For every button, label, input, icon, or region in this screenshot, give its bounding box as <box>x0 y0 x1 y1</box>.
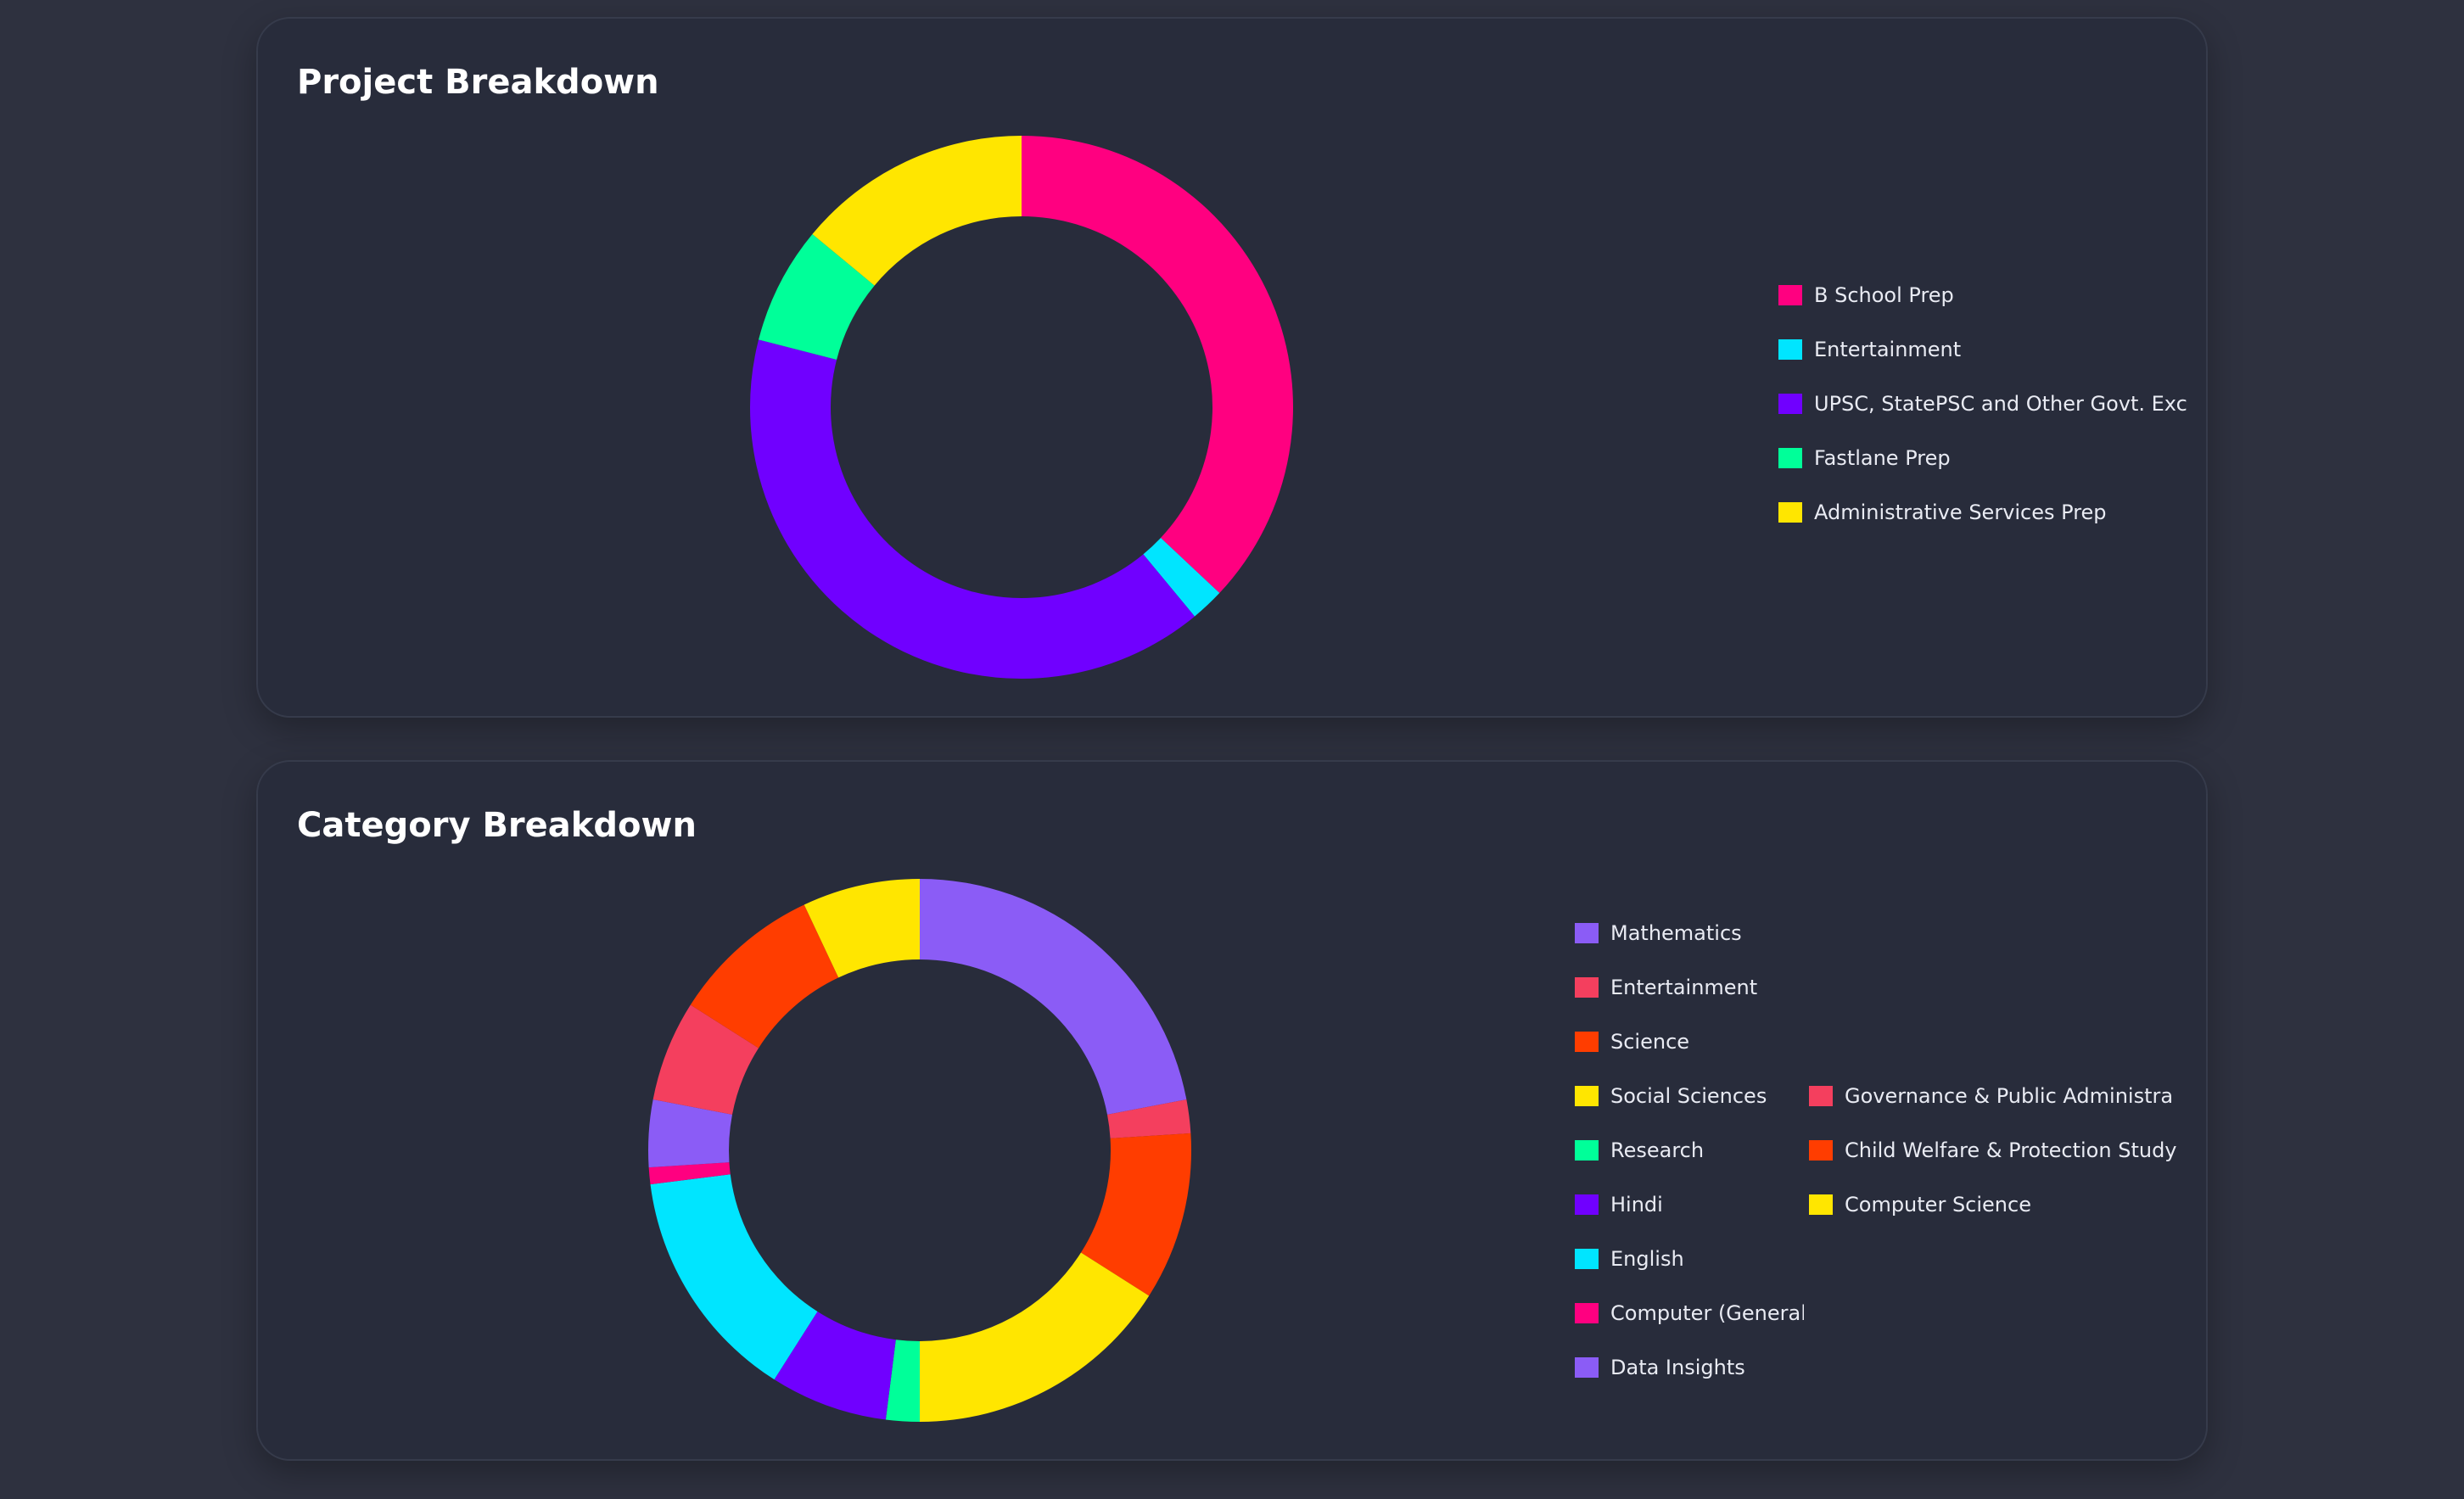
slice-computer-science[interactable] <box>804 879 920 978</box>
chart-title: Project Breakdown <box>297 63 659 102</box>
legend-swatch <box>1575 1140 1599 1161</box>
chart-title: Category Breakdown <box>297 806 697 845</box>
legend-item-data-insights[interactable]: Data Insights <box>1575 1340 1804 1395</box>
legend-swatch <box>1809 1086 1833 1106</box>
legend-item-upsc-statepsc-and-other-govt-exc[interactable]: UPSC, StatePSC and Other Govt. Exc <box>1778 377 2194 431</box>
legend-item-entertainment[interactable]: Entertainment <box>1778 322 2194 377</box>
project-legend: B School Prep Entertainment UPSC, StatePSC… <box>1778 268 2194 540</box>
legend-label: Entertainment <box>1610 976 1758 999</box>
category-legend-col-2: Governance & Public Administra Child Welf… <box>1809 1069 2194 1232</box>
legend-item-computer-general[interactable]: Computer (General) <box>1575 1286 1804 1340</box>
legend-item-fastlane-prep[interactable]: Fastlane Prep <box>1778 431 2194 485</box>
legend-label: Mathematics <box>1610 921 1742 945</box>
slice-research[interactable] <box>885 1340 920 1422</box>
legend-label: Computer (General) <box>1610 1301 1804 1325</box>
legend-swatch <box>1778 339 1802 360</box>
legend-label: B School Prep <box>1814 283 1954 307</box>
legend-swatch <box>1575 1357 1599 1378</box>
legend-item-administrative-services-prep[interactable]: Administrative Services Prep <box>1778 485 2194 540</box>
legend-item-computer-science[interactable]: Computer Science <box>1809 1177 2194 1232</box>
slice-english[interactable] <box>650 1174 818 1380</box>
category-donut-chart <box>648 879 1191 1422</box>
legend-item-governance-public-administra[interactable]: Governance & Public Administra <box>1809 1069 2194 1123</box>
legend-label: Entertainment <box>1814 338 1962 361</box>
legend-swatch <box>1575 923 1599 943</box>
legend-label: Governance & Public Administra <box>1845 1084 2174 1108</box>
slice-b-school-prep[interactable] <box>1022 136 1294 594</box>
slice-entertainment[interactable] <box>1143 538 1220 617</box>
slice-hindi[interactable] <box>774 1311 896 1420</box>
legend-item-english[interactable]: English <box>1575 1232 1804 1286</box>
legend-item-hindi[interactable]: Hindi <box>1575 1177 1804 1232</box>
legend-item-b-school-prep[interactable]: B School Prep <box>1778 268 2194 322</box>
slice-social-sciences[interactable] <box>920 1252 1150 1422</box>
legend-swatch <box>1575 977 1599 998</box>
legend-item-social-sciences[interactable]: Social Sciences <box>1575 1069 1804 1123</box>
legend-label: English <box>1610 1247 1684 1271</box>
slice-administrative-services-prep[interactable] <box>812 136 1022 286</box>
slice-entertainment[interactable] <box>1107 1099 1191 1138</box>
slice-data-insights[interactable] <box>648 1099 732 1168</box>
legend-label: Social Sciences <box>1610 1084 1767 1108</box>
slice-science[interactable] <box>1080 1133 1191 1296</box>
legend-item-entertainment[interactable]: Entertainment <box>1575 960 1804 1015</box>
legend-swatch <box>1809 1140 1833 1161</box>
legend-swatch <box>1778 502 1802 523</box>
legend-label: Computer Science <box>1845 1193 2031 1217</box>
slice-child-welfare-protection-study[interactable] <box>690 904 839 1049</box>
slice-mathematics[interactable] <box>920 879 1187 1115</box>
legend-label: Fastlane Prep <box>1814 446 1951 470</box>
category-breakdown-card: Category Breakdown Mathematics Entertainm… <box>256 760 2208 1461</box>
legend-label: Hindi <box>1610 1193 1663 1217</box>
legend-swatch <box>1575 1194 1599 1215</box>
legend-label: Research <box>1610 1138 1705 1162</box>
legend-item-research[interactable]: Research <box>1575 1123 1804 1177</box>
legend-item-mathematics[interactable]: Mathematics <box>1575 906 1804 960</box>
legend-label: Child Welfare & Protection Study <box>1845 1138 2177 1162</box>
category-legend-col-1: Mathematics Entertainment Science Social Sc… <box>1575 906 1804 1395</box>
legend-label: UPSC, StatePSC and Other Govt. Exc <box>1814 392 2187 416</box>
slice-computer-general[interactable] <box>648 1162 731 1185</box>
slice-governance-public-administra[interactable] <box>652 1004 759 1115</box>
legend-item-science[interactable]: Science <box>1575 1015 1804 1069</box>
slice-fastlane-prep[interactable] <box>759 234 875 361</box>
legend-swatch <box>1778 448 1802 468</box>
legend-swatch <box>1809 1194 1833 1215</box>
legend-swatch <box>1778 394 1802 414</box>
legend-swatch <box>1778 285 1802 305</box>
legend-label: Science <box>1610 1030 1690 1054</box>
slice-upsc-statepsc-and-other-govt-exc[interactable] <box>750 339 1195 679</box>
legend-label: Administrative Services Prep <box>1814 501 2107 524</box>
legend-swatch <box>1575 1032 1599 1052</box>
legend-swatch <box>1575 1249 1599 1269</box>
legend-label: Data Insights <box>1610 1356 1745 1379</box>
project-breakdown-card: Project Breakdown B School Prep Entertain… <box>256 17 2208 718</box>
legend-item-child-welfare-protection-study[interactable]: Child Welfare & Protection Study <box>1809 1123 2194 1177</box>
legend-swatch <box>1575 1086 1599 1106</box>
legend-swatch <box>1575 1303 1599 1323</box>
project-donut-chart <box>750 136 1294 679</box>
